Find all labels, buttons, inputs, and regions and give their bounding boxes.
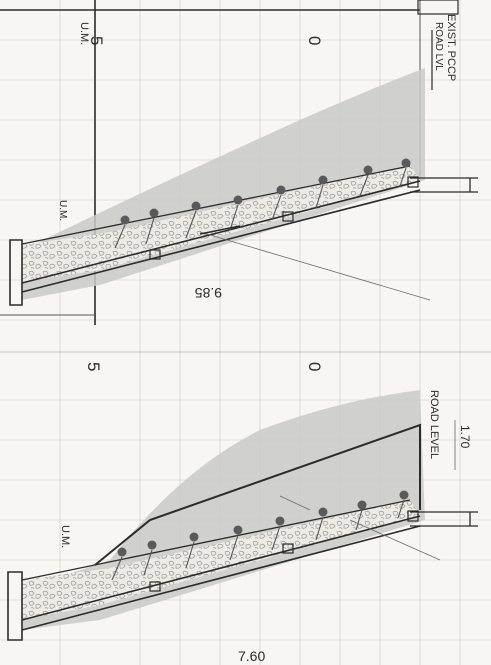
top-label-um: U.M. [78,22,90,45]
backfill-profile [94,423,421,566]
top-label-um-mid: U.M. [57,200,68,221]
left-wall-top [9,239,23,306]
bottom-dim-width: 7.60 [238,648,265,664]
top-section: EXIST. PCCP ROAD LVL U.M. U.M. 5 0 9.85 [0,0,478,325]
top-dim-width: 9.85 [195,285,222,301]
bottom-grid-5: 5 [84,362,103,371]
top-grid-0: 0 [305,36,324,45]
left-wall-bottom [7,571,23,641]
bottom-dim-height: 1.70 [458,425,472,449]
bottom-grid-0: 0 [305,362,324,371]
top-label-exist: EXIST. PCCP [445,14,457,81]
top-grid-5: 5 [87,36,106,45]
bottom-label-um: U.M. [59,525,71,548]
bottom-section: ROAD LEVEL U.M. 5 0 1.70 7.60 [7,362,478,664]
top-label-road: ROAD LVL [433,22,444,71]
bottom-label-road: ROAD LEVEL [428,390,440,459]
